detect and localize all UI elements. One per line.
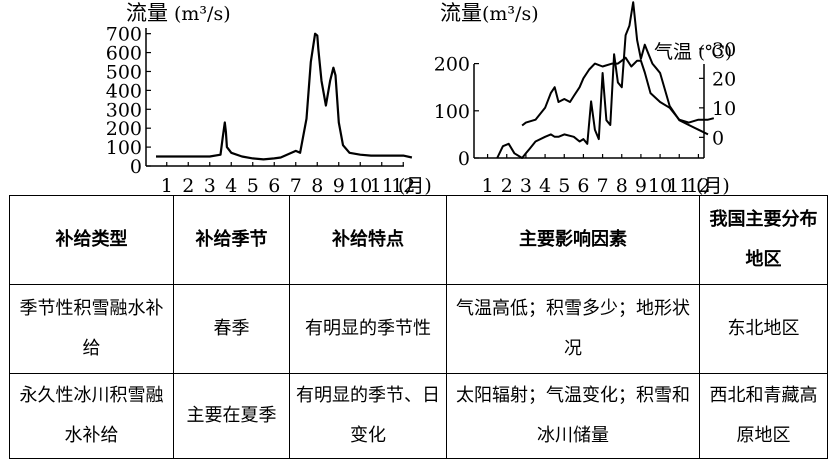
chart1-x-tick-label: 5	[247, 175, 259, 197]
table-row: 永久性冰川积雪融水补给 主要在夏季 有明显的季节、日变化 太阳辐射；气温变化；积…	[9, 373, 828, 459]
chart2-y-tick-label: 200	[434, 54, 470, 76]
chart1-y-tick-label: 300	[106, 99, 142, 121]
chart2-flow-line	[496, 1, 709, 159]
chart1-y-tick-label: 0	[130, 156, 142, 178]
chart2-x-tick-label: 3	[520, 175, 532, 197]
chart2-y-tick-label: 0	[458, 148, 470, 170]
table-cell: 有明显的季节、日变化	[289, 373, 447, 459]
chart2-x-tick-label: 5	[558, 175, 570, 197]
chart1-y-tick-label: 200	[106, 118, 142, 140]
chart1-x-tick-label: 10	[348, 175, 372, 197]
chart2-xunit: (月)	[696, 175, 730, 197]
chart1-y-tick-label: 400	[106, 80, 142, 102]
chart1-flow-line	[156, 32, 413, 161]
chart1-y-tick-label: 700	[106, 24, 142, 46]
chart1-yunit: (m³/s)	[174, 3, 231, 25]
chart1-x-tick-label: 9	[333, 175, 345, 197]
chart2-temperature-line	[521, 56, 715, 127]
chart1-x-tick-label: 11	[370, 175, 394, 197]
chart1-y-tick-label: 600	[106, 43, 142, 65]
header-cell: 主要影响因素	[446, 195, 700, 285]
chart1-x-tick-label: 3	[204, 175, 216, 197]
chart1-xunit: (月)	[398, 175, 432, 197]
chart2-y2-tick-label: 30	[712, 39, 736, 61]
chart2-x-tick-label: 10	[648, 175, 672, 197]
chart2-x-tick-label: 8	[616, 175, 628, 197]
chart2-ylabel: 流量	[440, 1, 482, 25]
chart2-x-tick-label: 12	[686, 175, 710, 197]
table-cell: 有明显的季节性	[289, 284, 447, 374]
chart2-y2label: 气温	[654, 41, 692, 63]
table-cell: 气温高低；积雪多少；地形状况	[446, 284, 700, 374]
chart2-y2-tick-label: 10	[712, 98, 736, 120]
chart1-x-tick-label: 1	[161, 175, 173, 197]
chart1-x-tick-label: 12	[391, 175, 415, 197]
chart1-x-tick-label: 7	[290, 175, 302, 197]
meltwater-recharge-table: 补给类型 补给季节 补给特点 主要影响因素 我国主要分布地区 季节性积雪融水补给…	[9, 195, 828, 459]
chart2-y-tick-label: 100	[434, 101, 470, 123]
header-cell: 补给特点	[289, 195, 447, 285]
chart1-x-tick-label: 8	[311, 175, 323, 197]
chart1-y-tick-label: 500	[106, 61, 142, 83]
header-cell: 我国主要分布地区	[699, 195, 828, 285]
chart1-x-tick-label: 6	[268, 175, 280, 197]
chart2-x-tick-label: 6	[577, 175, 589, 197]
table-cell: 季节性积雪融水补给	[9, 284, 174, 374]
table-cell: 西北和青藏高原地区	[699, 373, 828, 459]
chart2-y2unit: (℃)	[698, 42, 732, 63]
table-header-row: 补给类型 补给季节 补给特点 主要影响因素 我国主要分布地区	[9, 195, 828, 285]
chart2-y2-tick-label: 20	[712, 68, 736, 90]
table-cell: 永久性冰川积雪融水补给	[9, 373, 174, 459]
chart1-y-tick-label: 100	[106, 137, 142, 159]
chart2-x-tick-label: 11	[667, 175, 691, 197]
table-row: 季节性积雪融水补给 春季 有明显的季节性 气温高低；积雪多少；地形状况 东北地区	[9, 284, 828, 374]
table-cell: 春季	[173, 284, 290, 374]
chart2-yunit: (m³/s)	[482, 3, 539, 25]
table-cell: 主要在夏季	[173, 373, 290, 459]
chart1-x-tick-label: 4	[225, 175, 237, 197]
chart2-x-tick-label: 2	[501, 175, 513, 197]
chart2-x-tick-label: 4	[539, 175, 551, 197]
header-cell: 补给季节	[173, 195, 290, 285]
chart2-y2-tick-label: 0	[712, 127, 724, 149]
chart1-x-tick-label: 2	[182, 175, 194, 197]
chart2-x-tick-label: 1	[482, 175, 494, 197]
table-cell: 东北地区	[699, 284, 828, 374]
header-cell: 补给类型	[9, 195, 174, 285]
chart1-ylabel: 流量	[126, 1, 168, 25]
chart2-x-tick-label: 7	[597, 175, 609, 197]
chart2-x-tick-label: 9	[635, 175, 647, 197]
table-cell: 太阳辐射；气温变化；积雪和冰川储量	[446, 373, 700, 459]
